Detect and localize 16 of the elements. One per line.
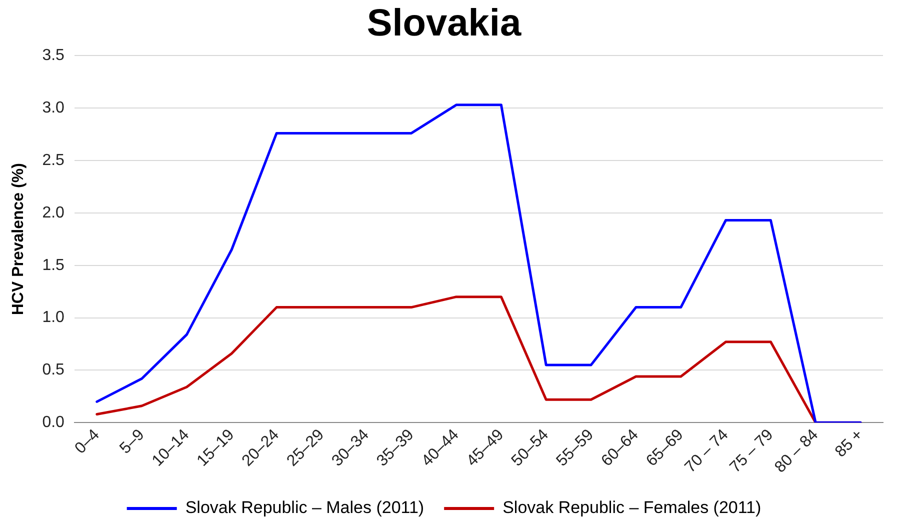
y-tick-label: 1.0 <box>42 309 65 326</box>
y-axis-title: HCV Prevalence (%) <box>10 163 28 316</box>
y-tick-label: 2.0 <box>42 204 65 222</box>
legend-label: Slovak Republic – Males (2011) <box>185 498 424 518</box>
y-tick-label: 2.5 <box>42 152 65 169</box>
chart-title: Slovakia <box>366 2 522 44</box>
x-tick-label: 0–4 <box>72 426 103 458</box>
y-tick-label: 1.5 <box>42 256 65 274</box>
y-tick-label: 3.5 <box>42 47 65 64</box>
y-tick-label: 0.0 <box>42 414 65 432</box>
y-tick-label: 0.5 <box>42 362 65 379</box>
x-tick-label: 85 + <box>832 426 866 461</box>
x-tick-label: 80 – 84 <box>772 426 822 476</box>
legend-label: Slovak Republic – Females (2011) <box>502 498 762 518</box>
x-tick-label: 5–9 <box>116 426 148 458</box>
y-tick-label: 3.0 <box>42 99 65 116</box>
